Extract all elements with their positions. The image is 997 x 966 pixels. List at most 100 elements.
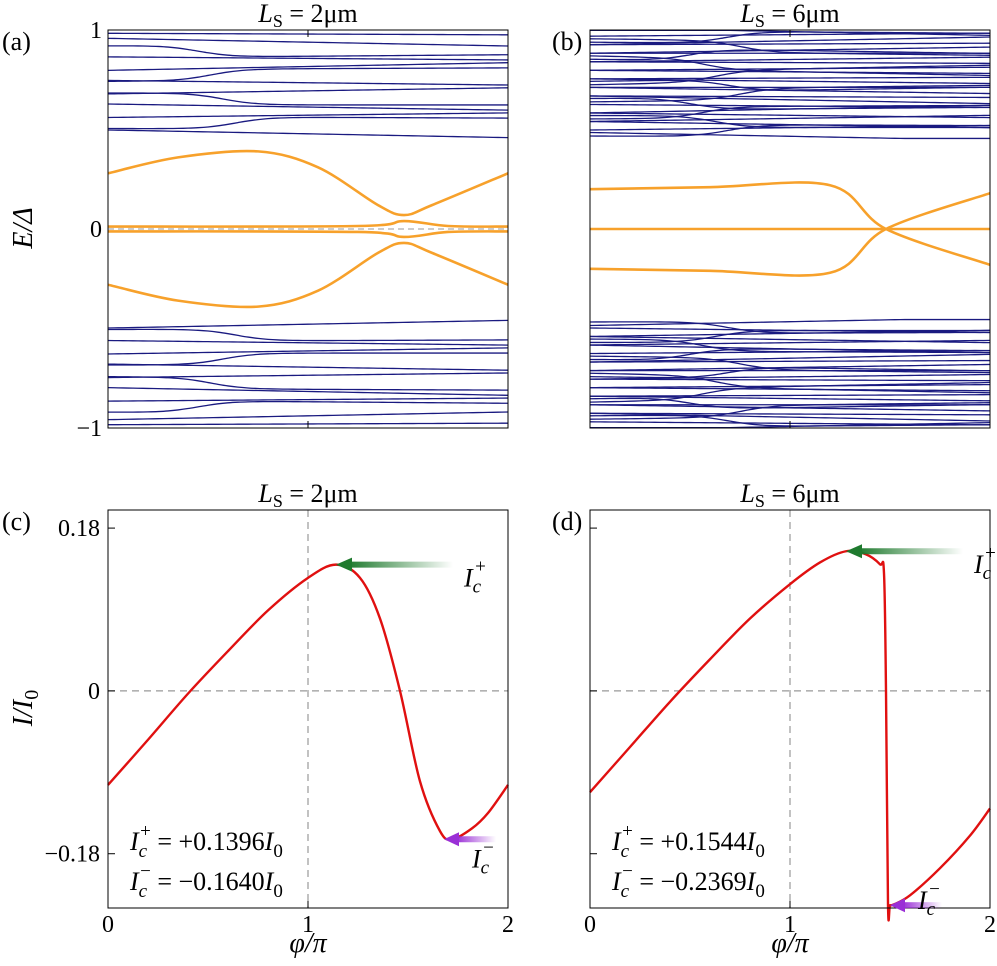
- lower-band-level: [108, 376, 508, 391]
- lower-band-level: [108, 328, 508, 342]
- upper-band-level: [590, 66, 990, 71]
- lower-band-level: [590, 367, 990, 379]
- y-tick-label: 0: [88, 679, 100, 705]
- andreev-state: [108, 219, 508, 228]
- upper-band-level: [108, 67, 508, 82]
- x-tick-label: 2: [502, 912, 514, 938]
- ic-minus-label: Ic−: [917, 879, 940, 920]
- upper-band-level: [108, 87, 508, 95]
- upper-band-level: [590, 112, 990, 119]
- lower-band-level: [590, 355, 990, 374]
- upper-band-level: [590, 76, 990, 80]
- upper-band-level: [108, 45, 508, 58]
- ic-minus-arrowhead: [890, 898, 905, 913]
- upper-band-level: [590, 95, 990, 105]
- lower-band-level: [590, 353, 990, 363]
- upper-band-level: [108, 79, 508, 86]
- panel-label: (c): [2, 507, 31, 536]
- lower-band-level: [108, 352, 508, 366]
- lower-band-level: [108, 347, 508, 355]
- upper-band-level: [108, 116, 508, 130]
- lower-band-level: [108, 397, 508, 402]
- lower-band-level: [590, 402, 990, 420]
- lower-band-level: [108, 372, 508, 379]
- panel-label: (d): [552, 507, 582, 536]
- spectrum-panel-b: [589, 29, 991, 429]
- lower-band-level: [590, 348, 990, 361]
- x-axis-label: φ/π: [771, 928, 809, 959]
- ic-plus-arrowhead: [846, 544, 862, 559]
- upper-band-level: [590, 103, 990, 109]
- lower-band-level: [590, 373, 990, 380]
- y-axis-label-current: I/I0: [8, 690, 43, 727]
- upper-band-level: [590, 131, 990, 140]
- panel-label: (b): [552, 27, 582, 56]
- upper-band-level: [590, 114, 990, 129]
- andreev-state: [590, 191, 990, 277]
- upper-band-level: [590, 36, 990, 46]
- andreev-state: [108, 149, 508, 217]
- upper-band-level: [108, 37, 508, 47]
- y-tick-label: −1: [76, 416, 102, 442]
- x-axis-label: φ/π: [289, 928, 327, 959]
- ic-minus-arrowhead: [444, 832, 459, 847]
- upper-band-level: [590, 78, 990, 85]
- lower-band-level: [108, 387, 508, 396]
- y-tick-label: 1: [90, 18, 102, 44]
- upper-band-level: [590, 61, 990, 64]
- andreev-state: [108, 241, 508, 309]
- ic-plus-arrowhead: [336, 557, 352, 572]
- lower-band-level: [590, 329, 990, 338]
- upper-band-level: [590, 38, 990, 56]
- lower-band-level: [108, 411, 508, 421]
- lower-band-level: [590, 412, 990, 416]
- andreev-state: [108, 230, 508, 239]
- upper-band-level: [590, 79, 990, 91]
- lower-band-level: [590, 329, 990, 344]
- upper-band-level: [590, 55, 990, 77]
- lower-band-level: [590, 412, 990, 422]
- spectrum-panel-a: 1 0 −1: [76, 18, 509, 442]
- y-tick-label: 0.18: [58, 516, 100, 542]
- upper-band-level: [590, 42, 990, 46]
- andreev-state: [590, 181, 990, 267]
- upper-band-level: [590, 46, 990, 54]
- y-axis-label-energy: E/Δ: [8, 207, 39, 249]
- lower-band-level: [108, 363, 508, 371]
- y-tick-label: 0: [90, 217, 102, 243]
- x-tick-label: 0: [102, 912, 114, 938]
- current-phase-curve: [589, 549, 991, 922]
- upper-band-level: [108, 103, 508, 111]
- lower-band-level: [590, 378, 990, 382]
- panel-title: LS = 2μm: [257, 0, 357, 31]
- ic-minus-label: Ic−: [471, 837, 494, 878]
- ic-plus-label: Ic+: [463, 557, 486, 598]
- panel-title: LS = 2μm: [257, 479, 357, 511]
- ic-minus-arrow: [456, 836, 496, 843]
- lower-band-level: [108, 319, 508, 329]
- upper-band-level: [590, 84, 990, 103]
- ic-plus-arrow: [348, 561, 453, 568]
- x-tick-label: 1: [302, 912, 314, 938]
- current-phase-curve: [107, 563, 509, 841]
- ic-plus-value: Ic+ = +0.1396I0: [129, 821, 283, 862]
- lower-band-level: [590, 394, 990, 397]
- ic-plus-label: Ic+: [973, 543, 996, 584]
- panel-title: LS = 6μm: [739, 0, 839, 31]
- x-tick-label: 2: [984, 912, 996, 938]
- panel-title: LS = 6μm: [739, 479, 839, 511]
- upper-band-level: [108, 56, 508, 61]
- panel-label: (a): [2, 27, 31, 56]
- x-tick-label: 0: [584, 912, 596, 938]
- ic-minus-value: Ic− = −0.1640I0: [129, 861, 283, 902]
- upper-band-level: [590, 97, 990, 110]
- lower-band-level: [108, 400, 508, 413]
- lower-band-level: [108, 339, 508, 346]
- ic-plus-arrow: [858, 548, 963, 555]
- lower-band-level: [590, 359, 990, 363]
- ic-minus-arrow: [902, 902, 942, 909]
- upper-band-level: [590, 56, 990, 63]
